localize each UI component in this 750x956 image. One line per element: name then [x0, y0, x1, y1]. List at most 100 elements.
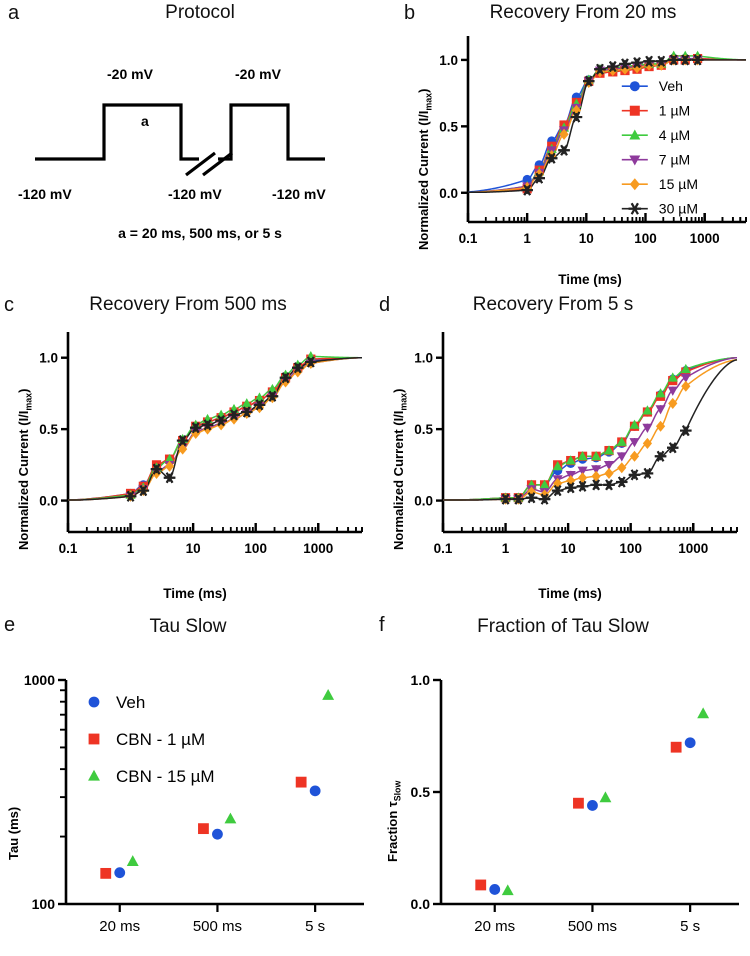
data-point	[267, 383, 278, 394]
data-point	[100, 867, 112, 879]
data-point	[629, 178, 640, 191]
y-tick-label: 1000	[24, 672, 55, 688]
x-category-label: 5 s	[305, 918, 325, 935]
data-point	[114, 867, 126, 879]
data-point	[533, 172, 545, 184]
data-point	[642, 437, 653, 449]
x-tick-label: 100	[619, 541, 642, 556]
panel-d-letter: d	[379, 294, 391, 316]
data-point	[215, 415, 227, 427]
x-tick-label: 1	[502, 541, 510, 556]
x-tick-label: 1	[127, 541, 135, 556]
panel-f-title: Fraction of Tau Slow	[477, 616, 649, 637]
data-point	[305, 356, 317, 368]
panel-d-plot: 0.0 0.5 1.0 0.1 1 10 100 1000	[401, 324, 741, 576]
y-tick-label: 0.0	[414, 494, 433, 509]
data-point	[697, 707, 710, 719]
y-tick-label: 0.5	[39, 422, 58, 437]
data-point	[151, 467, 162, 479]
x-tick-label: 1000	[690, 231, 720, 246]
protocol-label-bottom-2: -120 mV	[168, 186, 222, 202]
protocol-caption: a = 20 ms, 500 ms, or 5 s	[118, 225, 282, 241]
data-point	[641, 467, 654, 479]
panel-a-letter: a	[8, 2, 20, 24]
x-tick-label: 1000	[678, 541, 708, 556]
panel-d-xlabel: Time (ms)	[538, 586, 602, 601]
data-point	[189, 422, 202, 434]
data-point	[512, 493, 525, 505]
y-tick-label: 0.5	[439, 119, 458, 134]
fit-curve	[443, 359, 738, 501]
data-point	[642, 423, 653, 434]
data-point	[475, 879, 487, 891]
data-point	[691, 54, 704, 66]
data-point	[604, 467, 614, 479]
data-point	[667, 386, 678, 396]
data-point	[681, 380, 691, 392]
data-point	[280, 376, 291, 388]
protocol-label-bottom-3: -120 mV	[272, 186, 326, 202]
legend-label: 4 µM	[659, 127, 690, 143]
x-category-label: 5 s	[680, 918, 700, 935]
y-tick-label: 0.0	[39, 494, 58, 509]
fit-curve	[68, 356, 363, 501]
data-point	[224, 812, 237, 824]
data-point	[164, 453, 175, 464]
legend-label: Veh	[659, 78, 683, 94]
protocol-waveform	[35, 103, 325, 177]
data-point	[680, 373, 691, 384]
x-tick-label: 1000	[303, 541, 333, 556]
data-point	[137, 485, 150, 497]
data-point	[629, 155, 641, 166]
fit-curve	[68, 355, 362, 501]
data-point	[629, 81, 640, 92]
y-tick-label: 0.5	[414, 422, 433, 437]
legend-label: 15 µM	[659, 176, 698, 192]
legend: Veh 1 µM 4 µM 7 µM 15 µM 30 µM	[621, 78, 698, 217]
data-point	[570, 111, 583, 123]
data-point	[163, 472, 176, 484]
protocol-label-bottom-1: -120 mV	[18, 186, 72, 202]
data-point	[228, 409, 240, 421]
data-point	[628, 469, 641, 481]
data-point	[176, 435, 189, 447]
fit-curve	[443, 356, 738, 501]
panel-c-title: Recovery From 500 ms	[89, 294, 287, 315]
data-point	[667, 372, 678, 382]
data-point	[202, 423, 213, 435]
data-point	[617, 462, 627, 474]
fit-curve	[443, 356, 738, 501]
protocol-label-top-2: -20 mV	[235, 66, 281, 82]
panel-b-xlabel: Time (ms)	[558, 272, 622, 287]
data-point	[545, 152, 558, 164]
panel-e-ylabel: Tau (ms)	[6, 806, 21, 860]
legend: Veh CBN - 1 µM CBN - 15 µM	[88, 693, 215, 786]
x-tick-label: 100	[634, 231, 657, 246]
panel-a-title: Protocol	[165, 2, 235, 23]
legend-label: Veh	[116, 693, 145, 712]
data-point	[655, 420, 666, 432]
data-point	[679, 54, 691, 66]
data-point	[229, 413, 239, 425]
data-point	[577, 466, 588, 476]
panel-b-title: Recovery From 20 ms	[489, 2, 677, 23]
data-point	[603, 460, 615, 471]
panel-f: f Fraction of Tau Slow Fraction τSlow 0.…	[375, 612, 750, 956]
data-point	[88, 696, 100, 708]
data-point	[667, 442, 679, 454]
data-point	[619, 58, 631, 70]
data-point	[629, 450, 640, 462]
data-point	[616, 452, 627, 462]
data-point	[212, 828, 223, 840]
protocol-label-top-1: -20 mV	[107, 66, 153, 82]
data-point	[599, 791, 612, 803]
data-point	[322, 689, 335, 700]
panel-f-letter: f	[379, 614, 385, 636]
y-tick-label: 1.0	[411, 672, 431, 688]
data-point	[241, 406, 253, 418]
legend-label: 1 µM	[659, 103, 690, 119]
data-point	[655, 55, 668, 67]
data-point	[576, 480, 589, 492]
data-point	[241, 398, 252, 408]
x-tick-label: 0.1	[59, 541, 78, 556]
